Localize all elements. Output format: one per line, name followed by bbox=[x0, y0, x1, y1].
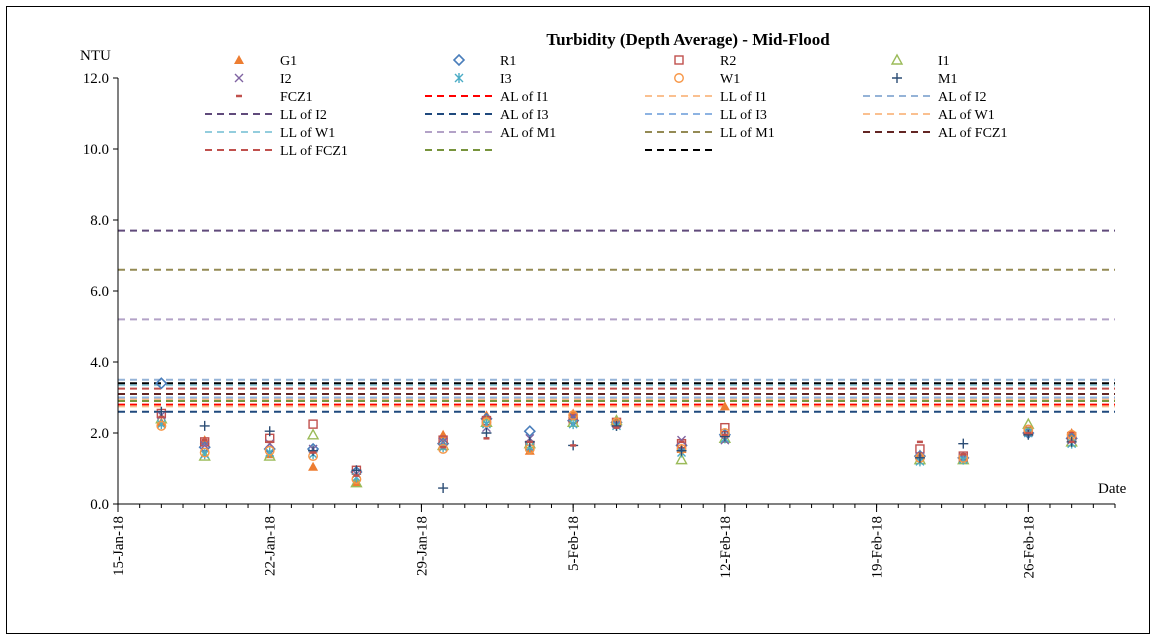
legend-marker bbox=[890, 53, 904, 65]
data-point bbox=[568, 410, 579, 421]
data-point bbox=[958, 438, 969, 449]
legend-marker bbox=[674, 73, 684, 83]
x-tick-label: 5-Feb-18 bbox=[566, 516, 582, 571]
y-tick-label: 2.0 bbox=[90, 426, 109, 442]
legend-marker bbox=[674, 55, 684, 65]
legend-label: FCZ1 bbox=[280, 90, 313, 105]
legend-label: AL of I1 bbox=[500, 90, 548, 105]
legend-label: AL of W1 bbox=[938, 108, 995, 123]
x-tick-label: 26-Feb-18 bbox=[1021, 516, 1037, 579]
y-axis-label: NTU bbox=[80, 48, 111, 64]
limit-lines bbox=[118, 229, 1115, 413]
x-axis-label: Date bbox=[1098, 481, 1127, 497]
data-point bbox=[568, 419, 578, 430]
data-point bbox=[481, 419, 491, 430]
legend-label: LL of I2 bbox=[280, 108, 327, 123]
data-point bbox=[438, 483, 449, 494]
legend-label: LL of W1 bbox=[280, 126, 335, 141]
data-point bbox=[1023, 429, 1034, 440]
x-tick-label: 22-Jan-18 bbox=[263, 516, 279, 576]
y-tick-label: 12.0 bbox=[83, 71, 109, 87]
legend-label: AL of M1 bbox=[500, 126, 556, 141]
legend-marker bbox=[234, 73, 244, 83]
data-point bbox=[481, 428, 492, 438]
data-point bbox=[156, 406, 167, 417]
legend-label: W1 bbox=[720, 72, 740, 87]
legend-label: LL of I1 bbox=[720, 90, 767, 105]
data-point bbox=[438, 444, 449, 454]
y-tick-label: 6.0 bbox=[90, 284, 109, 300]
data-point bbox=[199, 420, 210, 431]
y-tick-label: 0.0 bbox=[90, 497, 109, 513]
legend-label: M1 bbox=[938, 72, 957, 87]
legend-label: LL of FCZ1 bbox=[280, 144, 348, 159]
legend: G1 R1 R2 I1 I2 I3 W1 M1 FCZ1 AL of I1 LL of I1 AL o… bbox=[205, 53, 1007, 159]
data-point bbox=[264, 426, 275, 437]
data-point bbox=[308, 445, 319, 456]
legend-label: I1 bbox=[938, 54, 950, 69]
data-point bbox=[719, 401, 730, 411]
data-point bbox=[568, 412, 578, 422]
legend-label: I3 bbox=[500, 72, 512, 87]
data-point bbox=[308, 461, 319, 471]
y-tick-label: 8.0 bbox=[90, 213, 109, 229]
data-point bbox=[308, 419, 318, 429]
legend-label: AL of FCZ1 bbox=[938, 126, 1007, 141]
legend-marker bbox=[454, 73, 464, 83]
data-point bbox=[611, 420, 622, 431]
data-point bbox=[958, 454, 968, 465]
data-point bbox=[265, 447, 275, 458]
data-point bbox=[719, 431, 730, 442]
data-point bbox=[523, 425, 536, 438]
data-point bbox=[675, 453, 688, 465]
legend-marker bbox=[234, 55, 244, 64]
legend-label: LL of I3 bbox=[720, 108, 767, 123]
legend-label: G1 bbox=[280, 54, 297, 69]
data-point bbox=[914, 452, 925, 463]
x-tick-label: 12-Feb-18 bbox=[718, 516, 734, 579]
data-point bbox=[200, 440, 210, 450]
x-tick-label: 29-Jan-18 bbox=[414, 516, 430, 576]
axes: 0.0 2.0 4.0 6.0 8.0 10.0 12.0 15-Jan-18 22-Jan-1… bbox=[83, 71, 1116, 579]
legend-marker bbox=[452, 53, 466, 67]
data-point bbox=[200, 449, 210, 460]
data-point bbox=[351, 465, 362, 476]
legend-label: LL of M1 bbox=[720, 126, 775, 141]
x-tick-label: 19-Feb-18 bbox=[870, 516, 886, 579]
data-points bbox=[155, 377, 1078, 494]
x-tick-label: 15-Jan-18 bbox=[111, 516, 127, 576]
data-point bbox=[481, 417, 492, 428]
data-point bbox=[676, 445, 687, 456]
legend-label: AL of I2 bbox=[938, 90, 986, 105]
legend-label: R2 bbox=[720, 54, 736, 69]
data-point bbox=[156, 419, 166, 430]
data-point bbox=[155, 377, 168, 390]
legend-label: R1 bbox=[500, 54, 516, 69]
legend-label: I2 bbox=[280, 72, 292, 87]
data-point bbox=[264, 445, 275, 456]
data-point bbox=[156, 420, 167, 431]
data-point bbox=[306, 428, 320, 440]
legend-label: AL of I3 bbox=[500, 108, 548, 123]
y-tick-label: 4.0 bbox=[90, 355, 109, 371]
chart-title: Turbidity (Depth Average) - Mid-Flood bbox=[546, 30, 830, 49]
legend-marker bbox=[892, 73, 902, 83]
y-tick-label: 10.0 bbox=[83, 142, 109, 158]
data-point bbox=[199, 447, 210, 458]
